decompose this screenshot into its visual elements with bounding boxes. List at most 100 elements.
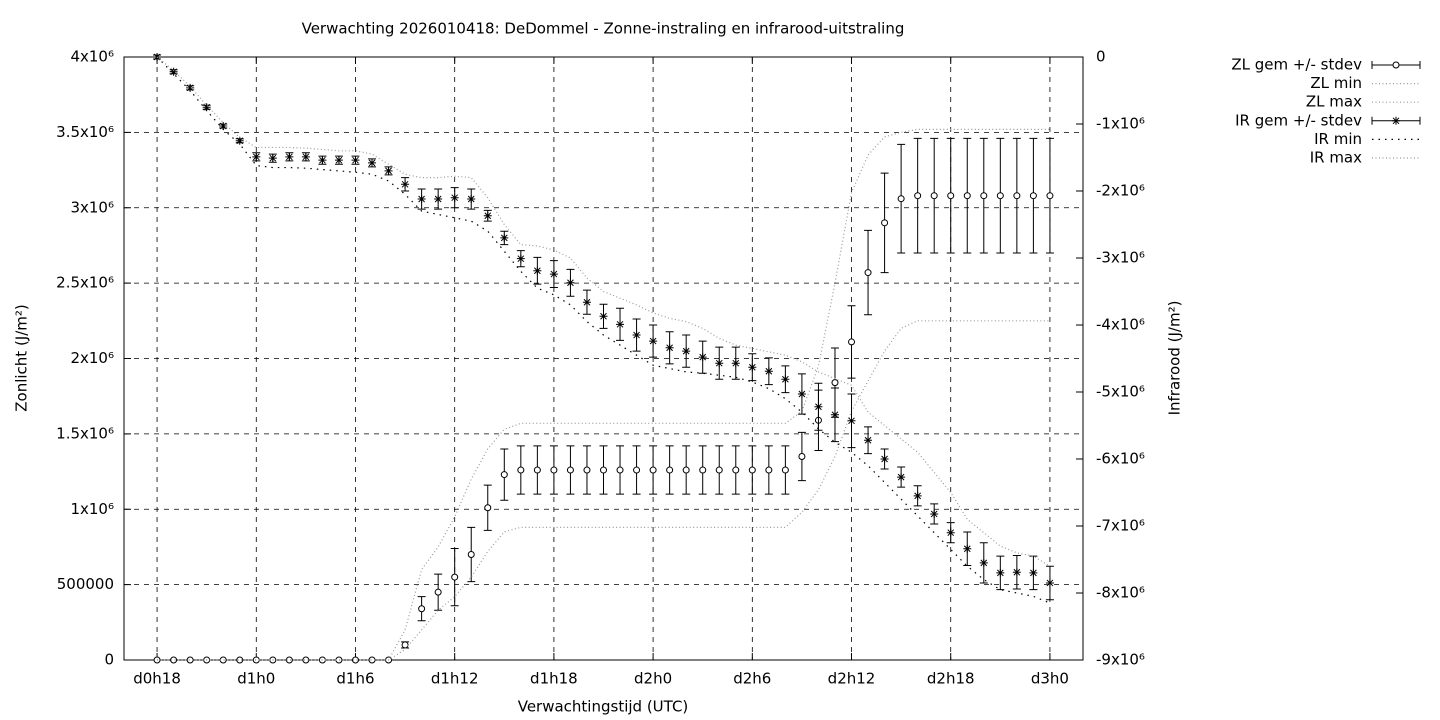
legend-label: ZL min xyxy=(1310,74,1362,92)
data-point xyxy=(797,390,806,399)
data-point xyxy=(1013,192,1021,200)
data-point xyxy=(202,103,211,112)
data-point xyxy=(516,254,525,263)
data-point xyxy=(401,180,410,189)
data-point xyxy=(285,656,293,664)
data-point xyxy=(996,568,1005,577)
data-point xyxy=(764,367,773,376)
data-point xyxy=(450,193,459,202)
data-point xyxy=(814,402,823,411)
data-point xyxy=(649,466,657,474)
data-point xyxy=(930,509,939,518)
data-point xyxy=(467,195,476,204)
data-point xyxy=(682,466,690,474)
x-tick-label: d2h6 xyxy=(733,670,771,688)
data-point xyxy=(467,550,475,558)
data-point xyxy=(781,375,790,384)
data-point xyxy=(633,466,641,474)
data-point xyxy=(483,211,492,220)
legend-marker xyxy=(1392,61,1400,69)
range-line xyxy=(156,56,1051,567)
data-point xyxy=(831,379,839,387)
data-point xyxy=(914,192,922,200)
data-point xyxy=(550,466,558,474)
data-point xyxy=(170,656,178,664)
y-tick-label: 3x10⁶ xyxy=(70,198,114,216)
data-point xyxy=(334,156,343,165)
data-point xyxy=(1045,578,1054,587)
data-point xyxy=(930,192,938,200)
data-point xyxy=(566,466,574,474)
data-point xyxy=(484,504,492,512)
data-point xyxy=(847,416,856,425)
y2-tick-label: -8x10⁶ xyxy=(1096,584,1145,602)
data-point xyxy=(980,192,988,200)
y2-tick-label: -6x10⁶ xyxy=(1096,450,1145,468)
data-point xyxy=(748,363,757,372)
data-point xyxy=(500,233,509,242)
data-point xyxy=(318,156,327,165)
y2-tick-label: -7x10⁶ xyxy=(1096,517,1145,535)
data-point xyxy=(1029,568,1038,577)
data-point xyxy=(881,219,889,227)
data-point xyxy=(781,466,789,474)
data-point xyxy=(864,269,872,277)
data-point xyxy=(599,312,608,321)
data-point xyxy=(335,656,343,664)
data-point xyxy=(798,452,806,460)
data-point xyxy=(731,359,740,368)
data-point xyxy=(1046,192,1054,200)
data-point xyxy=(979,558,988,567)
data-point xyxy=(715,466,723,474)
y2-tick-label: -1x10⁶ xyxy=(1096,115,1145,133)
data-point xyxy=(665,343,674,352)
legend-label: ZL gem +/- stdev xyxy=(1231,56,1362,74)
x-tick-label: d1h12 xyxy=(431,670,479,688)
data-point xyxy=(301,152,310,161)
data-point xyxy=(897,473,906,482)
data-point xyxy=(963,544,972,553)
x-tick-label: d1h0 xyxy=(237,670,275,688)
data-point xyxy=(947,192,955,200)
range-line xyxy=(156,56,1051,604)
x-tick-label: d1h6 xyxy=(336,670,374,688)
data-point xyxy=(715,359,724,368)
y2-tick-label: -2x10⁶ xyxy=(1096,182,1145,200)
data-point xyxy=(434,195,443,204)
data-point xyxy=(682,347,691,356)
data-point xyxy=(666,466,674,474)
y2-tick-label: -3x10⁶ xyxy=(1096,249,1145,267)
data-point xyxy=(384,166,393,175)
legend-label: IR min xyxy=(1314,130,1362,148)
data-point xyxy=(169,67,178,76)
data-point xyxy=(864,436,873,445)
y2-tick-label: -9x10⁶ xyxy=(1096,651,1145,669)
x-tick-label: d0h18 xyxy=(133,670,181,688)
x-axis-title: Verwachtingstijd (UTC) xyxy=(518,698,689,716)
data-point xyxy=(186,656,194,664)
y-axis-title: Zonlicht (J/m²) xyxy=(13,304,31,412)
y-tick-label: 0 xyxy=(104,651,114,669)
data-point xyxy=(616,320,625,329)
data-point xyxy=(963,192,971,200)
data-point xyxy=(549,270,558,279)
y-tick-label: 500000 xyxy=(57,575,114,593)
range-line xyxy=(157,128,1050,661)
data-point xyxy=(600,466,607,474)
legend-marker xyxy=(1392,116,1400,125)
data-point xyxy=(417,195,426,204)
data-point xyxy=(517,466,525,474)
legend-label: IR gem +/- stdev xyxy=(1235,111,1362,129)
data-point xyxy=(252,656,260,664)
y2-tick-label: 0 xyxy=(1096,48,1106,66)
data-point xyxy=(732,466,740,474)
data-point xyxy=(566,278,575,287)
data-point xyxy=(533,466,541,474)
x-tick-label: d2h12 xyxy=(828,670,876,688)
data-point xyxy=(996,192,1004,200)
data-point xyxy=(219,656,227,664)
chart-title: Verwachting 2026010418: DeDommel - Zonne… xyxy=(302,20,905,38)
data-point xyxy=(765,466,773,474)
